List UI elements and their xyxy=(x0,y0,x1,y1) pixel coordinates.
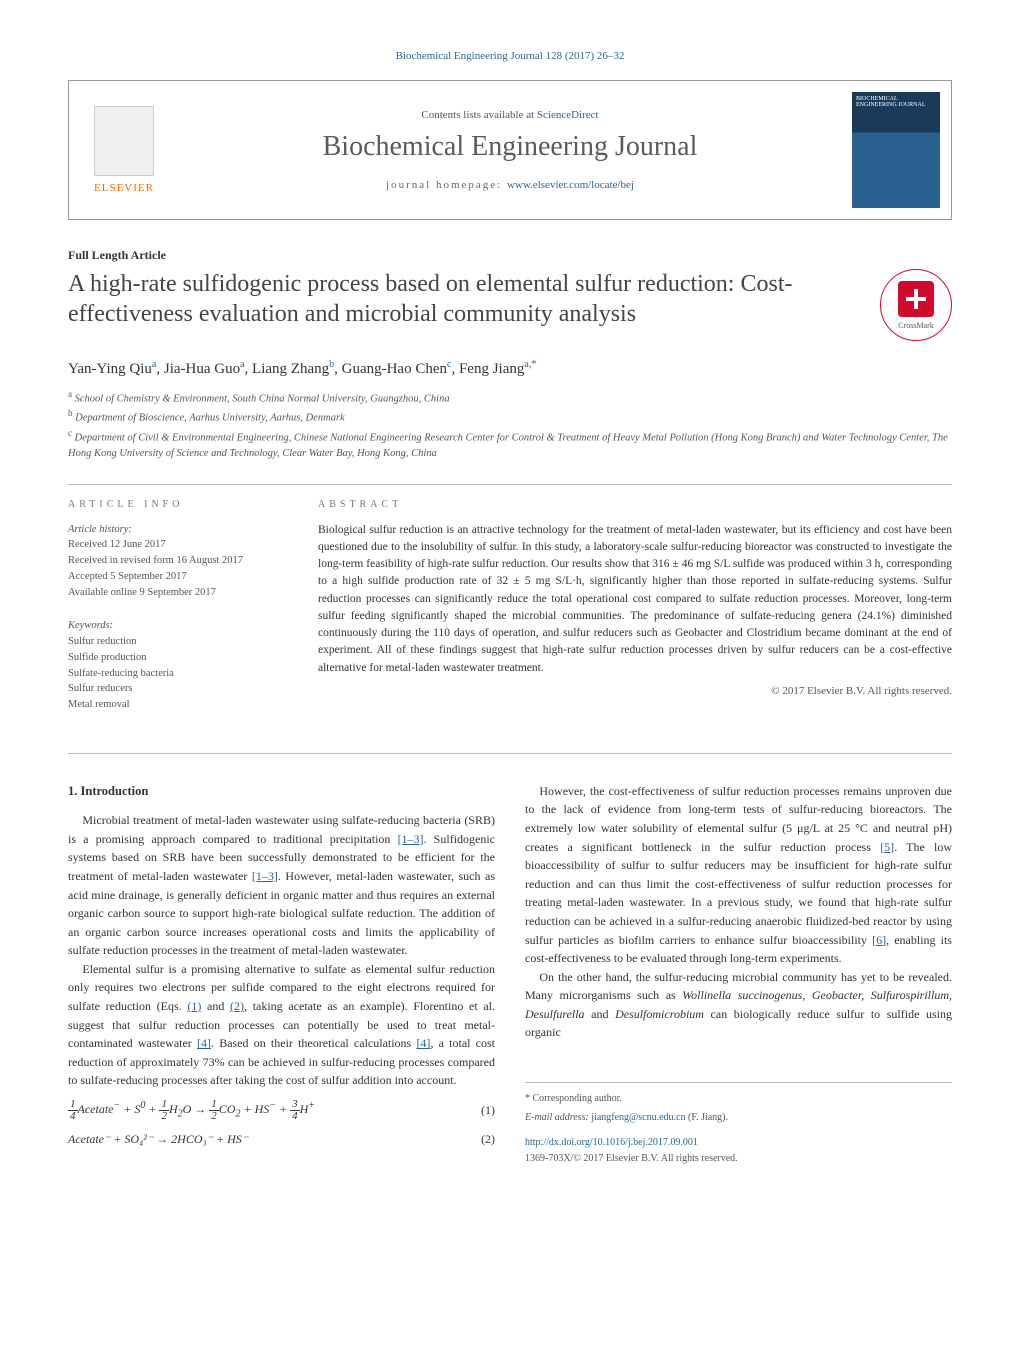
keyword: Sulfur reducers xyxy=(68,681,288,697)
intro-para-4: On the other hand, the sulfur-reducing m… xyxy=(525,968,952,1042)
keyword: Sulfur reduction xyxy=(68,634,288,650)
eq1-body: 14Acetate− + S0 + 12H2O → 12CO2 + HS− + … xyxy=(68,1098,315,1122)
abstract-copyright: © 2017 Elsevier B.V. All rights reserved… xyxy=(318,685,952,697)
keywords-block: Keywords: Sulfur reductionSulfide produc… xyxy=(68,618,288,713)
authors-line: Yan-Ying Qiua, Jia-Hua Guoa, Liang Zhang… xyxy=(68,359,952,378)
history-line: Received 12 June 2017 xyxy=(68,537,288,553)
elsevier-tree-icon xyxy=(94,106,154,176)
sciencedirect-link[interactable]: ScienceDirect xyxy=(537,109,599,121)
affiliation-line: b Department of Bioscience, Aarhus Unive… xyxy=(68,407,952,426)
publisher-block: ELSEVIER xyxy=(69,81,179,219)
email-who: (F. Jiang). xyxy=(685,1112,728,1123)
title-row: A high-rate sulfidogenic process based o… xyxy=(68,269,952,341)
eq2-body: Acetate⁻ + SO₄²⁻ → 2HCO₃⁻ + HS⁻ xyxy=(68,1130,248,1149)
keywords-label: Keywords: xyxy=(68,618,288,634)
journal-cover-thumbnail: BIOCHEMICAL ENGINEERING JOURNAL xyxy=(852,92,940,208)
intro-para-3: However, the cost-effectiveness of sulfu… xyxy=(525,782,952,968)
ref-link[interactable]: [1–3] xyxy=(398,832,424,846)
ref-link[interactable]: [4] xyxy=(416,1036,430,1050)
p4-italic-2: Desulfomicrobium xyxy=(615,1007,704,1021)
email-line: E-mail address: jiangfeng@scnu.edu.cn (F… xyxy=(525,1110,952,1126)
article-title: A high-rate sulfidogenic process based o… xyxy=(68,269,860,329)
eq-ref-link[interactable]: (2) xyxy=(230,999,244,1013)
keyword: Sulfate-reducing bacteria xyxy=(68,666,288,682)
abstract-text: Biological sulfur reduction is an attrac… xyxy=(318,522,952,677)
history-line: Received in revised form 16 August 2017 xyxy=(68,553,288,569)
eq1-number: (1) xyxy=(481,1101,495,1120)
doi-link[interactable]: http://dx.doi.org/10.1016/j.bej.2017.09.… xyxy=(525,1137,698,1148)
article-info-label: ARTICLE INFO xyxy=(68,499,288,510)
abstract-column: ABSTRACT Biological sulfur reduction is … xyxy=(318,499,952,731)
elsevier-label: ELSEVIER xyxy=(94,182,154,194)
doi-line: http://dx.doi.org/10.1016/j.bej.2017.09.… xyxy=(525,1135,952,1151)
ref-link[interactable]: [5] xyxy=(880,840,894,854)
crossmark-label: CrossMark xyxy=(898,321,934,330)
equation-2: Acetate⁻ + SO₄²⁻ → 2HCO₃⁻ + HS⁻ (2) xyxy=(68,1130,495,1149)
affiliation-line: c Department of Civil & Environmental En… xyxy=(68,427,952,462)
p3b: . The low bioaccessibility of sulfur to … xyxy=(525,840,952,947)
abstract-label: ABSTRACT xyxy=(318,499,952,510)
p4b: and xyxy=(585,1007,616,1021)
rule-mid xyxy=(68,753,952,754)
equation-1: 14Acetate− + S0 + 12H2O → 12CO2 + HS− + … xyxy=(68,1098,495,1122)
rule-top xyxy=(68,484,952,485)
footnote-block: * Corresponding author. E-mail address: … xyxy=(525,1082,952,1166)
body-columns: 1. Introduction Microbial treatment of m… xyxy=(68,782,952,1166)
history-label: Article history: xyxy=(68,522,288,538)
contents-available-line: Contents lists available at ScienceDirec… xyxy=(421,109,598,121)
journal-reference-line: Biochemical Engineering Journal 128 (201… xyxy=(68,50,952,62)
email-label: E-mail address: xyxy=(525,1112,591,1123)
affiliations: a School of Chemistry & Environment, Sou… xyxy=(68,388,952,462)
keyword: Metal removal xyxy=(68,697,288,713)
cover-column: BIOCHEMICAL ENGINEERING JOURNAL xyxy=(841,81,951,219)
eq-ref-link[interactable]: (1) xyxy=(187,999,201,1013)
journal-name: Biochemical Engineering Journal xyxy=(323,131,698,163)
history-line: Accepted 5 September 2017 xyxy=(68,569,288,585)
email-link[interactable]: jiangfeng@scnu.edu.cn xyxy=(591,1112,685,1123)
article-info-column: ARTICLE INFO Article history: Received 1… xyxy=(68,499,288,731)
p2d: . Based on their theoretical calculation… xyxy=(211,1036,416,1050)
homepage-link[interactable]: www.elsevier.com/locate/bej xyxy=(507,179,634,191)
page: Biochemical Engineering Journal 128 (201… xyxy=(0,0,1020,1206)
section-heading-1: 1. Introduction xyxy=(68,782,495,801)
crossmark-badge[interactable]: CrossMark xyxy=(880,269,952,341)
p2b: and xyxy=(201,999,230,1013)
ref-link[interactable]: [4] xyxy=(197,1036,211,1050)
article-history: Article history: Received 12 June 2017Re… xyxy=(68,522,288,601)
intro-para-1: Microbial treatment of metal-laden waste… xyxy=(68,811,495,960)
intro-para-2: Elemental sulfur is a promising alternat… xyxy=(68,960,495,1090)
contents-prefix: Contents lists available at xyxy=(421,109,536,121)
eq2-number: (2) xyxy=(481,1130,495,1149)
crossmark-icon xyxy=(898,281,934,317)
issn-copyright-line: 1369-703X/© 2017 Elsevier B.V. All right… xyxy=(525,1151,952,1167)
journal-homepage-line: journal homepage: www.elsevier.com/locat… xyxy=(386,179,634,191)
homepage-prefix: journal homepage: xyxy=(386,179,507,191)
corresponding-author-label: * Corresponding author. xyxy=(525,1091,952,1107)
article-type: Full Length Article xyxy=(68,248,952,263)
info-abstract-row: ARTICLE INFO Article history: Received 1… xyxy=(68,499,952,731)
ref-link[interactable]: [1–3] xyxy=(252,869,278,883)
affiliation-line: a School of Chemistry & Environment, Sou… xyxy=(68,388,952,407)
keyword: Sulfide production xyxy=(68,650,288,666)
journal-ref-link[interactable]: Biochemical Engineering Journal 128 (201… xyxy=(396,50,625,62)
ref-link[interactable]: [6] xyxy=(872,933,886,947)
masthead: ELSEVIER Contents lists available at Sci… xyxy=(68,80,952,220)
masthead-center: Contents lists available at ScienceDirec… xyxy=(179,81,841,219)
history-line: Available online 9 September 2017 xyxy=(68,585,288,601)
